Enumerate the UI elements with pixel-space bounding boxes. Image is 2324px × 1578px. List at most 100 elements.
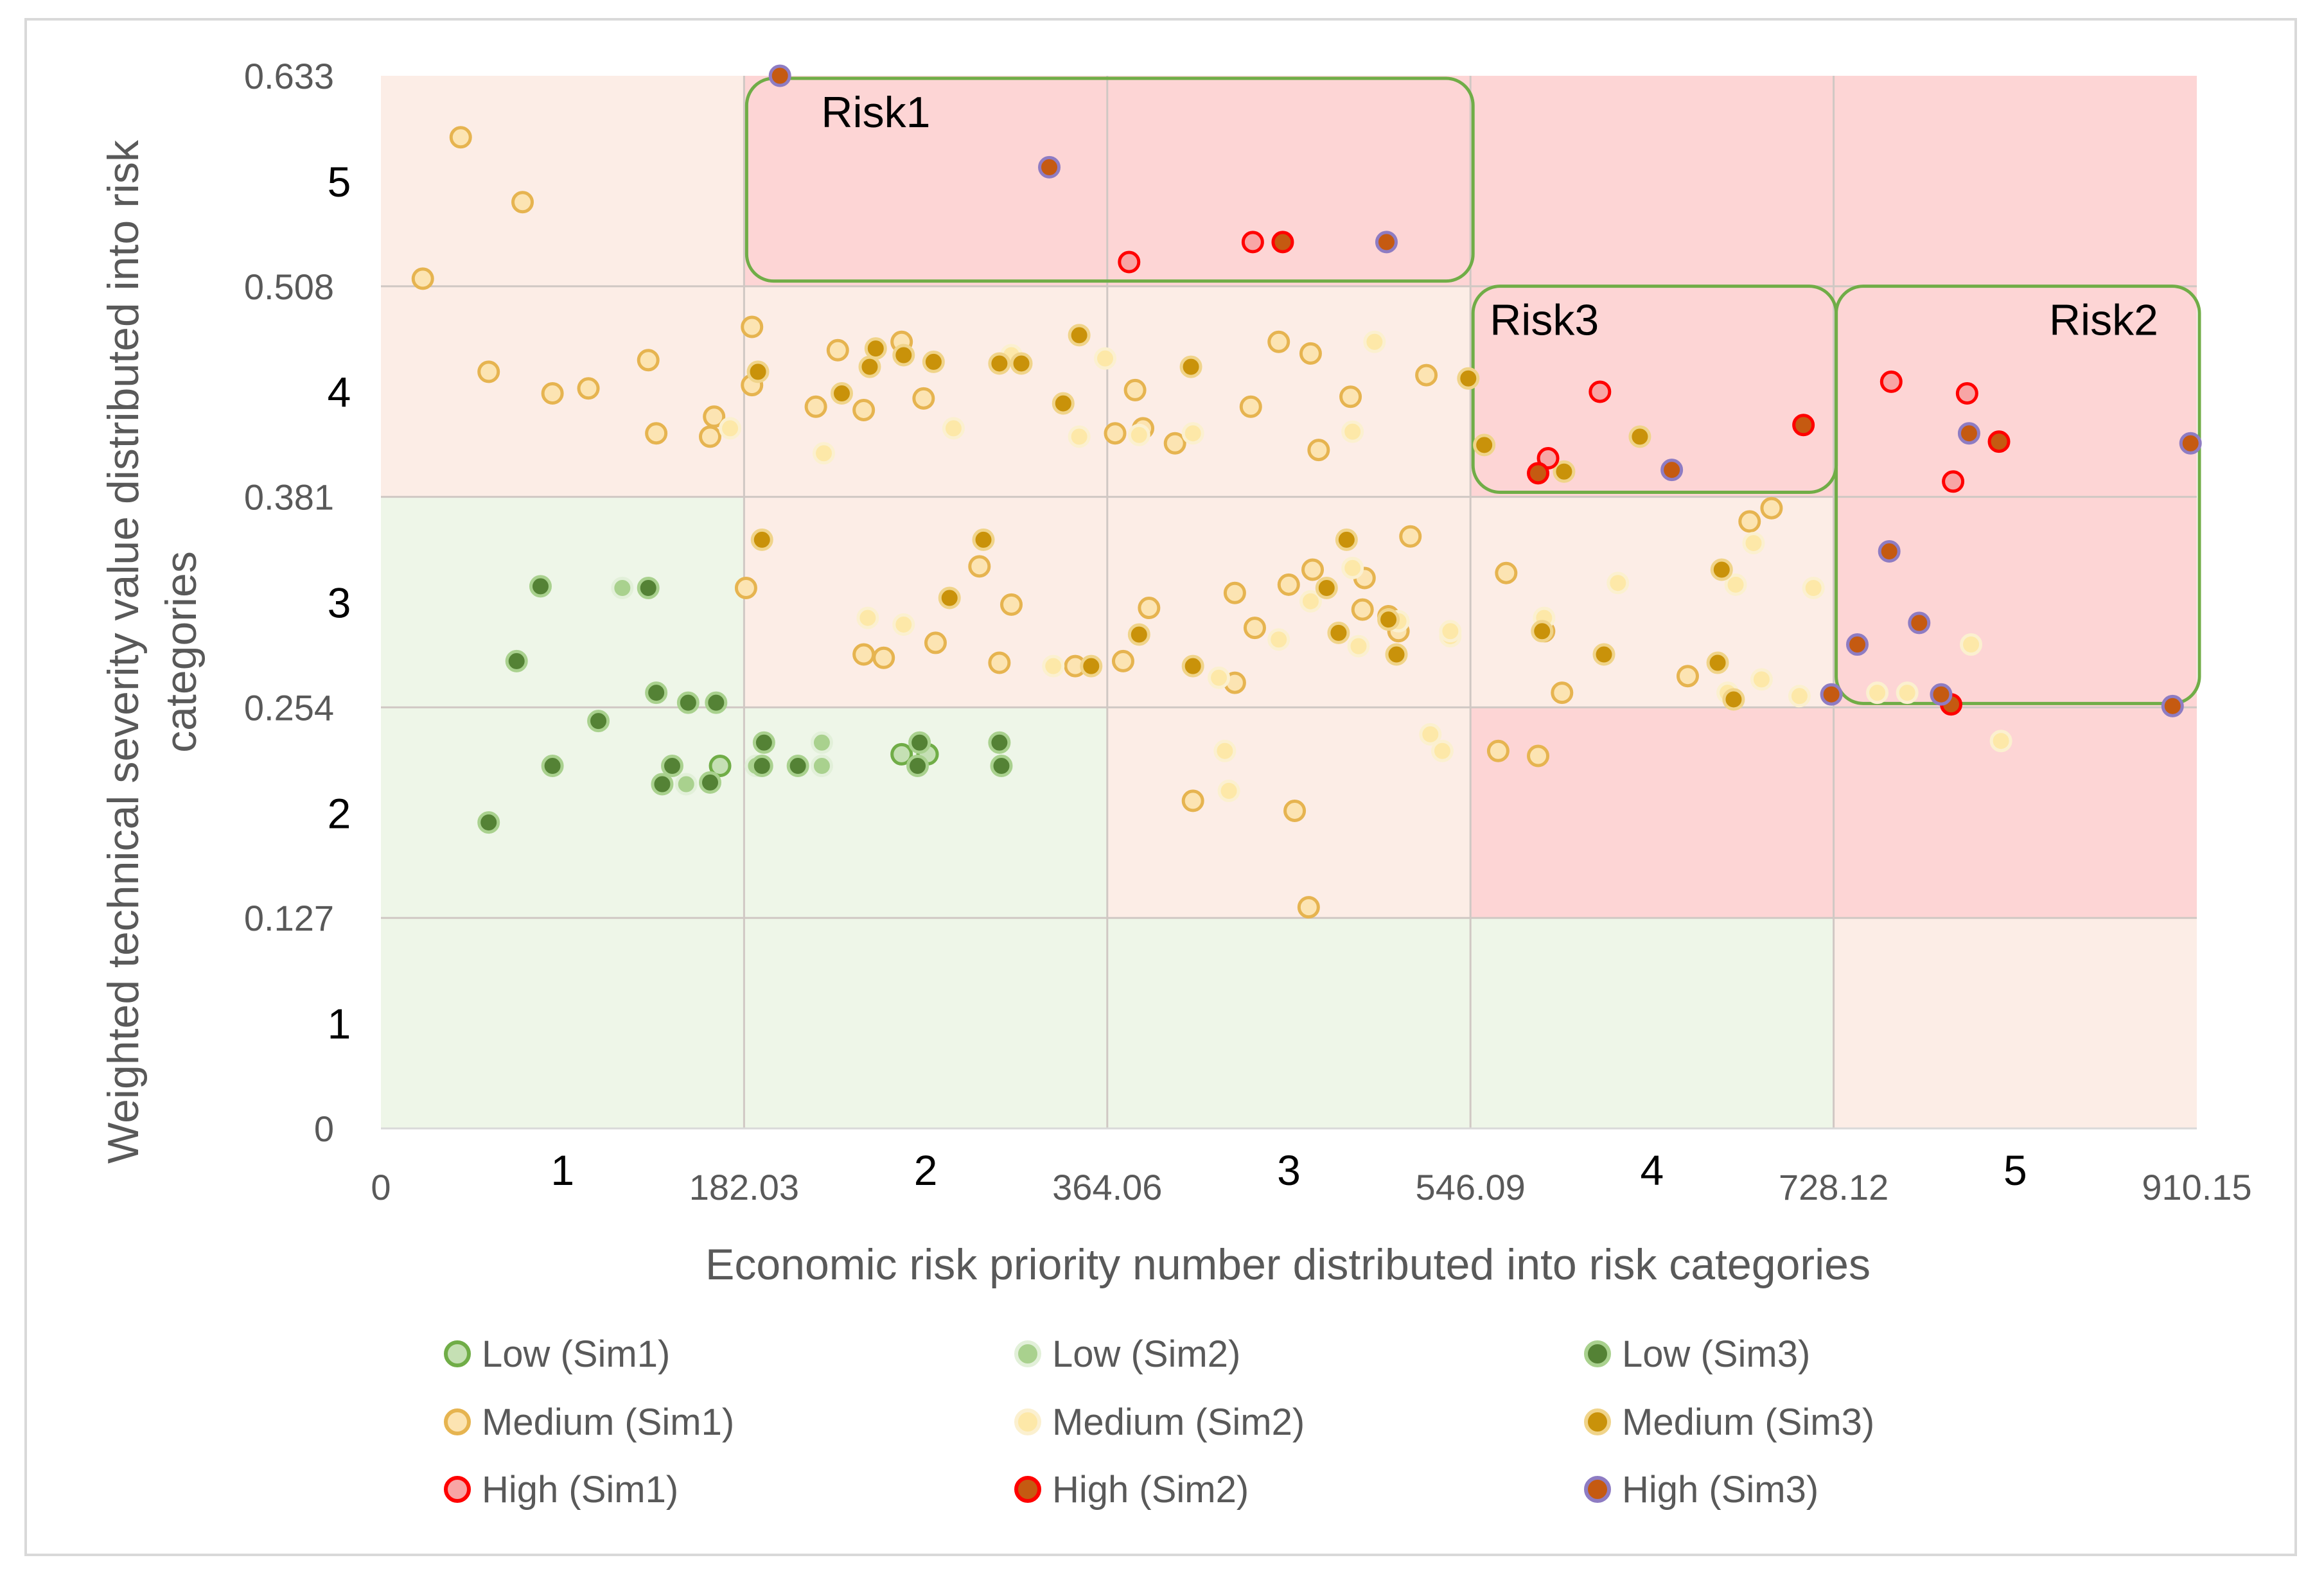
data-point-series-4 (1138, 597, 1161, 620)
data-point-series-3 (505, 649, 528, 672)
data-point-series-4 (968, 555, 991, 578)
data-point-series-6 (892, 344, 915, 367)
legend-item: Medium (Sim3) (1584, 1401, 1874, 1443)
data-point-series-5 (813, 442, 836, 465)
legend-marker (1584, 1340, 1611, 1367)
data-point-series-4 (852, 398, 876, 421)
data-point-series-5 (1363, 330, 1386, 353)
data-point-series-6 (1335, 528, 1358, 551)
data-point-series-4 (988, 651, 1011, 674)
data-point-series-4 (637, 349, 660, 372)
y-category-label: 3 (328, 579, 351, 627)
data-point-series-4 (1267, 330, 1290, 353)
y-tick-labels: 0 0.127 0.254 0.381 0.508 0.633 (244, 56, 334, 1149)
legend-marker (1014, 1408, 1041, 1435)
data-point-series-4 (1111, 649, 1134, 672)
data-point-series-8 (1527, 462, 1550, 485)
data-point-series-6 (750, 528, 773, 551)
data-point-series-7 (1955, 382, 1978, 405)
data-point-series-8 (1792, 414, 1815, 437)
data-point-series-4 (477, 360, 500, 383)
legend: Low (Sim1) Low (Sim2) Low (Sim3) Medium (Si… (444, 1333, 1874, 1511)
data-point-series-4 (872, 646, 895, 669)
data-point-series-5 (719, 417, 742, 440)
data-point-series-9 (1846, 633, 1869, 656)
x-category-label: 2 (914, 1146, 938, 1194)
legend-item: Low (Sim2) (1014, 1333, 1240, 1375)
data-point-series-4 (1123, 378, 1147, 401)
zone-cell-low (381, 496, 744, 708)
data-point-series-7 (1536, 447, 1560, 470)
zone-cell-high (1833, 76, 2197, 286)
data-point-series-3 (705, 691, 728, 714)
data-point-series-6 (938, 586, 961, 609)
data-point-series-5 (1802, 576, 1825, 599)
data-point-series-2 (810, 755, 833, 778)
data-point-series-9 (1930, 683, 1953, 706)
data-point-series-9 (2161, 694, 2184, 717)
zone-cell-high (1107, 76, 1471, 286)
data-point-series-4 (1283, 799, 1307, 822)
data-point-series-3 (651, 773, 674, 796)
legend-item: High (Sim3) (1584, 1469, 1818, 1511)
legend-label: Medium (Sim1) (482, 1401, 734, 1443)
zone-cell-medium (1107, 286, 1471, 497)
data-point-series-6 (1010, 352, 1033, 375)
data-point-series-3 (908, 731, 931, 754)
data-point-series-4 (1415, 364, 1438, 387)
data-point-series-4 (826, 338, 849, 362)
data-point-series-4 (1104, 422, 1127, 445)
data-point-series-6 (1385, 643, 1408, 666)
data-point-series-4 (734, 576, 757, 599)
data-point-series-3 (699, 771, 722, 794)
data-point-series-4 (1495, 561, 1518, 584)
zone-cell-medium (1470, 496, 1834, 708)
data-point-series-6 (1473, 434, 1496, 457)
legend-marker (1584, 1408, 1611, 1435)
y-tick-label: 0.633 (244, 56, 334, 96)
data-point-series-9 (2179, 432, 2202, 455)
data-point-series-6 (1553, 460, 1576, 483)
data-point-series-5 (1960, 633, 1983, 656)
data-point-series-4 (1486, 739, 1510, 762)
data-point-series-5 (1068, 425, 1091, 448)
data-point-series-3 (529, 575, 552, 598)
data-point-series-5 (1750, 668, 1773, 691)
data-point-series-6 (858, 355, 881, 378)
legend-marker (444, 1340, 471, 1367)
data-point-series-9 (768, 64, 791, 87)
data-point-series-5 (1217, 779, 1240, 802)
legend-item: High (Sim2) (1014, 1469, 1249, 1511)
zone-cell-high (1470, 286, 1834, 497)
data-point-series-9 (1957, 422, 1980, 445)
data-point-series-4 (577, 377, 600, 400)
data-point-series-2 (810, 731, 833, 754)
x-category-label: 3 (1277, 1146, 1301, 1194)
data-point-series-3 (645, 681, 668, 705)
data-point-series-3 (660, 755, 683, 778)
data-point-series-5 (1267, 628, 1290, 651)
data-point-series-4 (645, 422, 668, 445)
data-point-series-5 (1341, 556, 1364, 579)
y-axis-title-line2: categories (157, 551, 206, 753)
zone-cell-high (1470, 76, 1834, 286)
risk-zone-grid (381, 76, 2197, 1128)
legend-label: Low (Sim1) (482, 1333, 670, 1375)
data-point-series-5 (1788, 685, 1811, 708)
data-point-series-8 (1987, 430, 2011, 453)
data-point-series-5 (856, 606, 879, 629)
data-point-series-5 (942, 417, 965, 440)
data-point-series-1 (890, 742, 913, 766)
data-point-series-4 (1676, 665, 1699, 688)
data-point-series-6 (1531, 620, 1554, 643)
x-category-labels: 1 2 3 4 5 (550, 1146, 2027, 1194)
x-tick-label: 728.12 (1779, 1167, 1888, 1207)
data-point-series-6 (746, 360, 770, 383)
x-category-label: 1 (550, 1146, 574, 1194)
data-point-series-4 (541, 382, 564, 405)
data-point-series-6 (1377, 608, 1400, 631)
legend-item: Low (Sim3) (1584, 1333, 1810, 1375)
data-point-series-3 (541, 755, 564, 778)
x-category-label: 5 (2003, 1146, 2027, 1194)
data-point-series-7 (1942, 470, 1965, 493)
